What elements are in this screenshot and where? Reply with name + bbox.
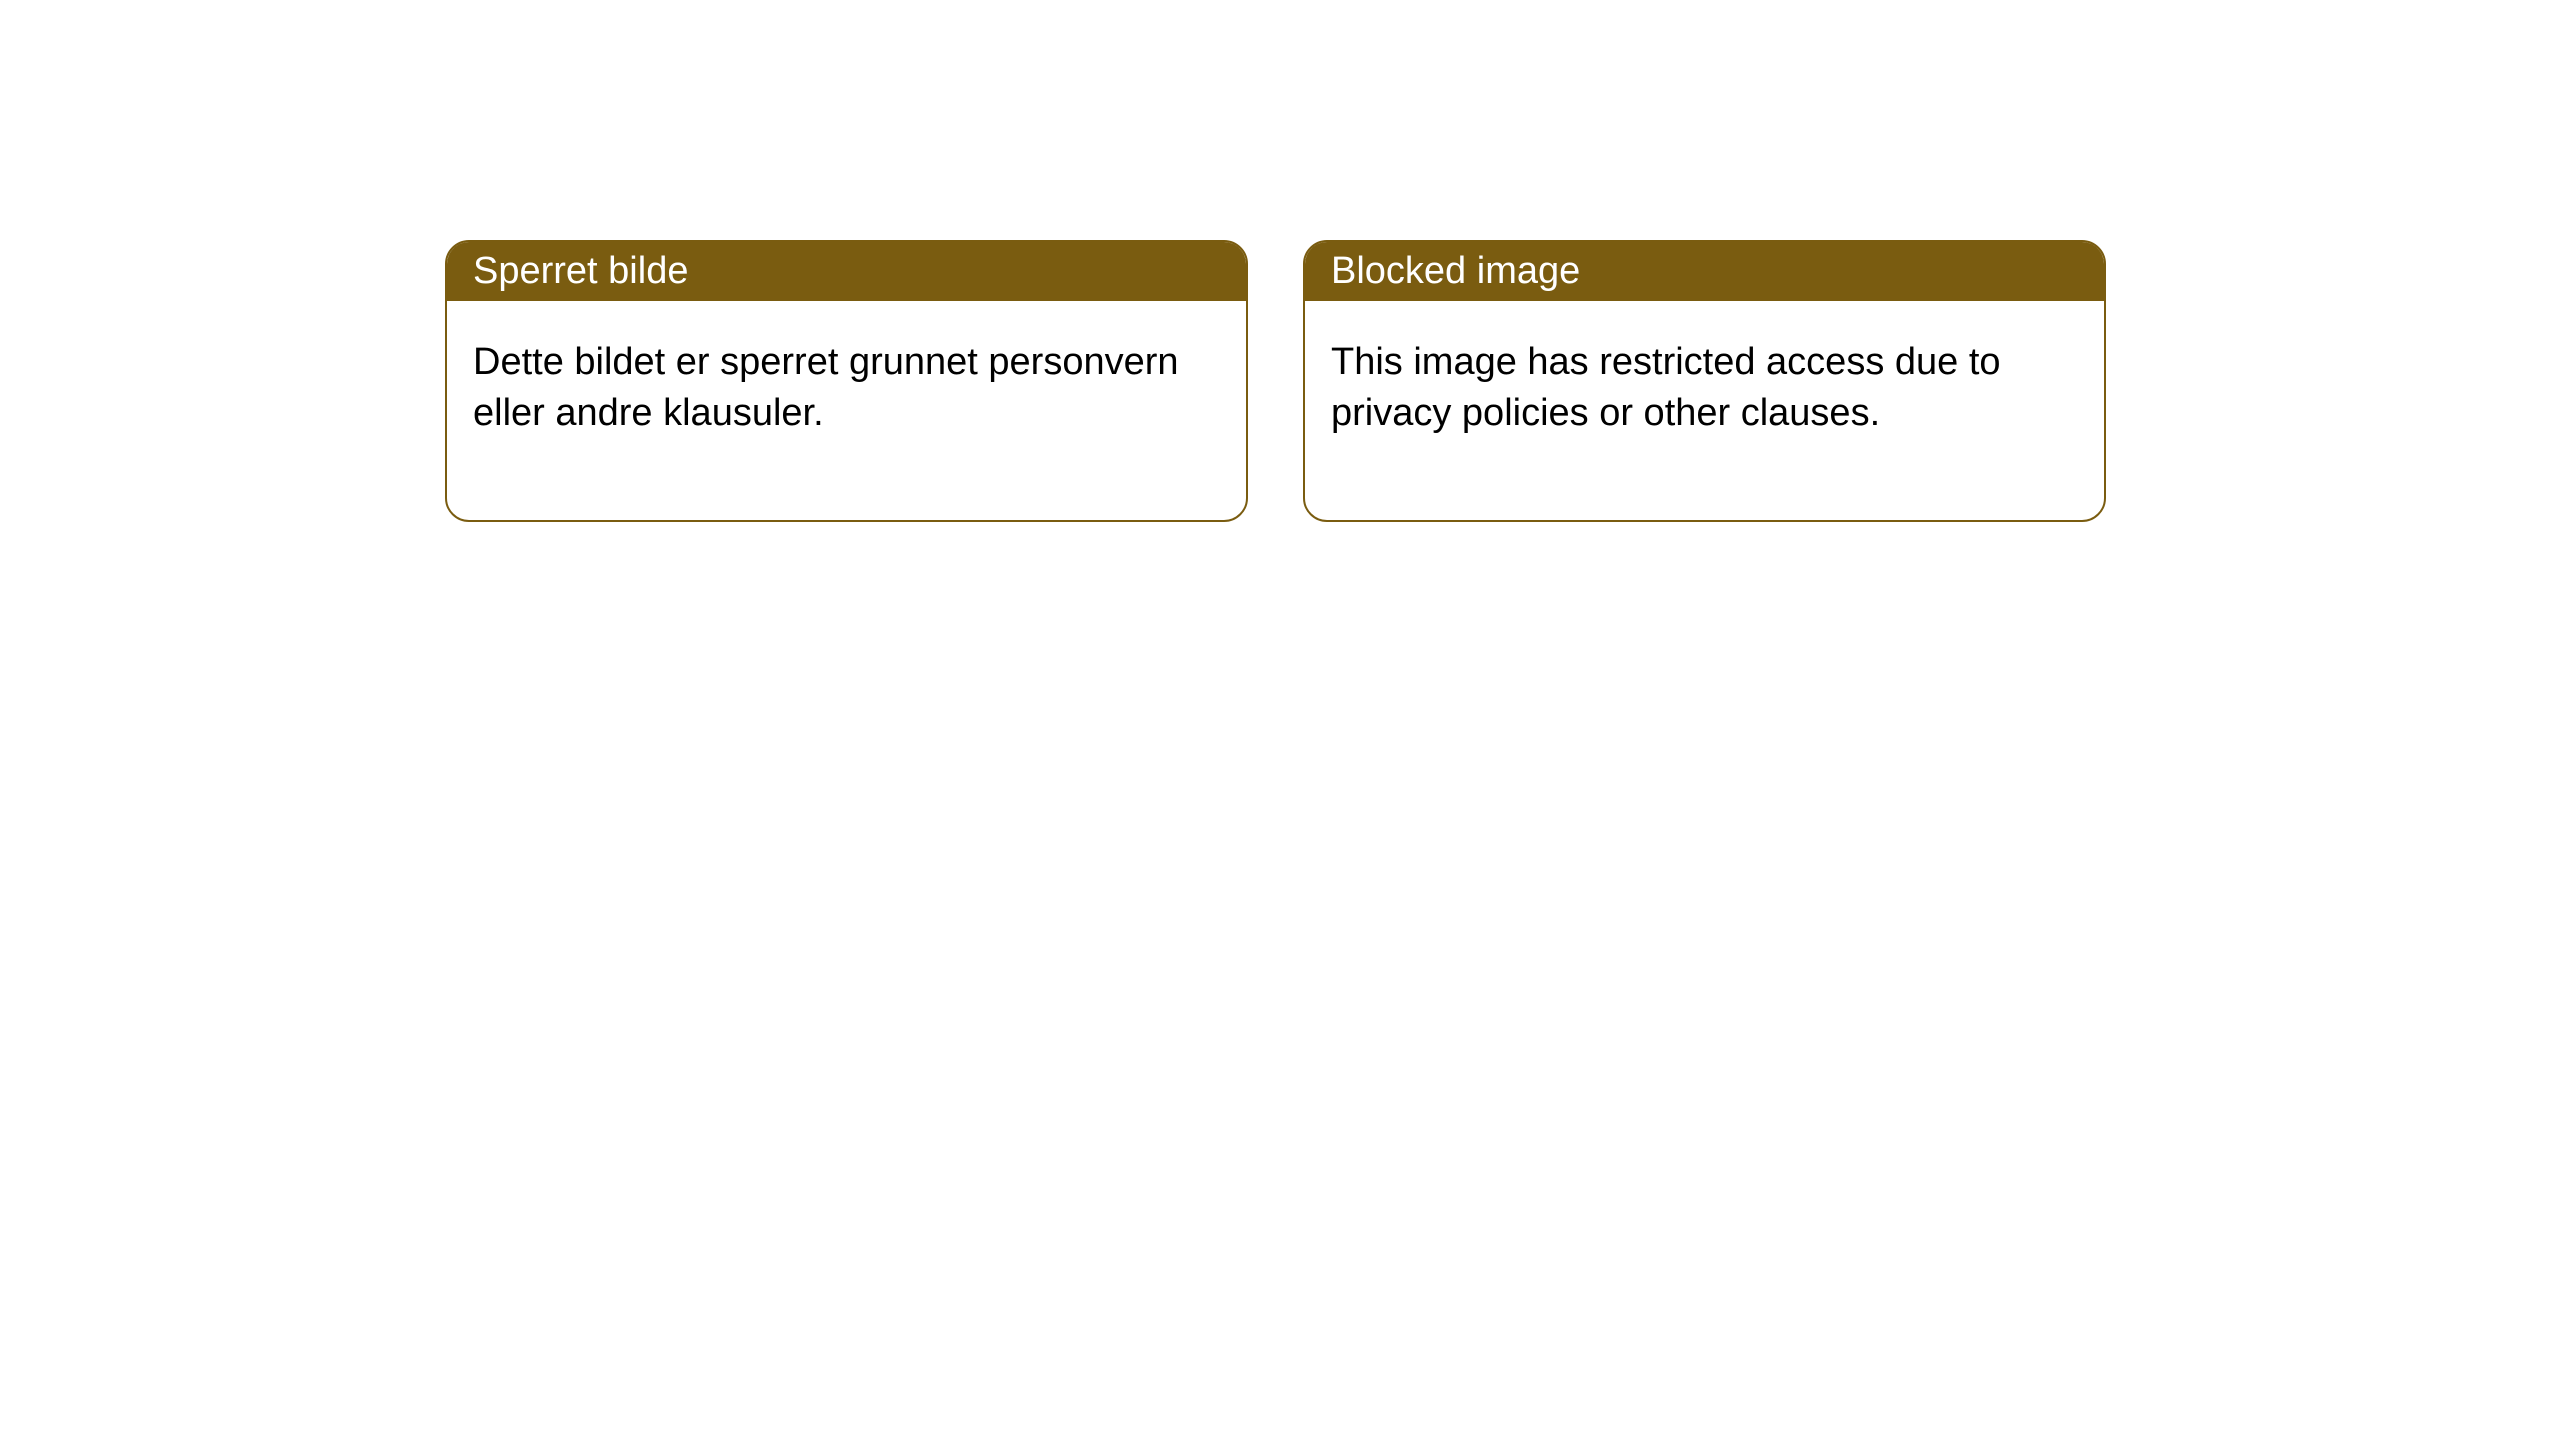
notice-body-norwegian: Dette bildet er sperret grunnet personve… (447, 301, 1246, 520)
notice-title-norwegian: Sperret bilde (447, 242, 1246, 301)
notice-title-english: Blocked image (1305, 242, 2104, 301)
notice-body-english: This image has restricted access due to … (1305, 301, 2104, 520)
notice-card-norwegian: Sperret bilde Dette bildet er sperret gr… (445, 240, 1248, 522)
notice-container: Sperret bilde Dette bildet er sperret gr… (0, 0, 2560, 522)
notice-card-english: Blocked image This image has restricted … (1303, 240, 2106, 522)
